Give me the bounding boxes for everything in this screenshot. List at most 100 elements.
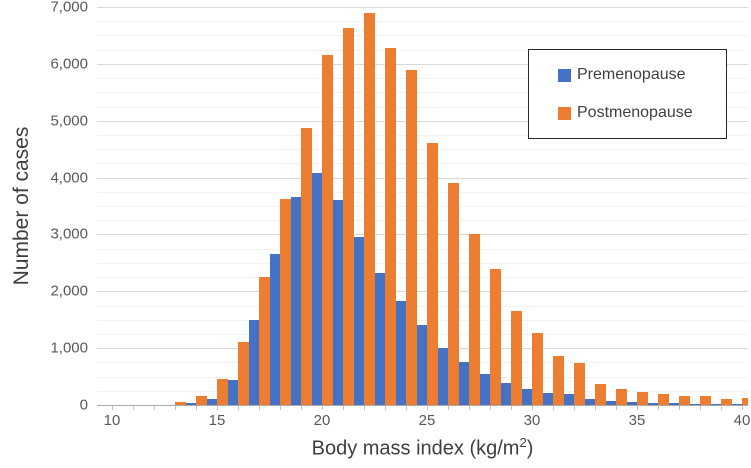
y-axis-label-1000: 1,000 [50, 339, 88, 357]
bar-postmenopause-bmi-27 [469, 234, 480, 405]
bar-premenopause-bmi-22 [353, 236, 364, 405]
bar-premenopause-bmi-26 [437, 347, 448, 405]
y-axis-label-2000: 2,000 [50, 282, 88, 300]
bar-premenopause-bmi-38 [689, 403, 700, 405]
gridline-minor-2500 [97, 262, 748, 264]
bar-postmenopause-bmi-24 [406, 70, 417, 405]
gridline-minor-3750 [97, 191, 748, 193]
legend-item-premenopause: Premenopause [558, 66, 726, 84]
x-tick-39 [721, 406, 722, 410]
x-tick-33 [595, 406, 596, 410]
bar-postmenopause-bmi-36 [658, 394, 669, 405]
bar-premenopause-bmi-15 [206, 399, 217, 405]
bar-postmenopause-bmi-39 [721, 398, 732, 405]
bar-postmenopause-bmi-23 [385, 47, 396, 405]
bar-premenopause-bmi-36 [647, 402, 658, 405]
bar-postmenopause-bmi-21 [343, 28, 354, 405]
x-tick-30 [532, 406, 533, 410]
gridline-minor-3500 [97, 206, 748, 207]
bar-postmenopause-bmi-38 [700, 396, 711, 405]
bar-postmenopause-bmi-14 [196, 396, 207, 405]
x-axis-title-text: Body mass index (kg/m [311, 437, 520, 460]
y-axis-label-7000: 7,000 [50, 0, 88, 16]
x-tick-14 [196, 406, 197, 410]
bar-postmenopause-bmi-40 [742, 397, 748, 405]
bar-premenopause-bmi-30 [521, 388, 532, 405]
bar-postmenopause-bmi-37 [679, 395, 690, 405]
x-tick-18 [280, 406, 281, 410]
x-tick-25 [427, 406, 428, 410]
bar-postmenopause-bmi-19 [301, 127, 312, 405]
plot-area [97, 7, 748, 406]
bar-postmenopause-bmi-28 [490, 269, 501, 405]
x-tick-34 [616, 406, 617, 410]
bar-premenopause-bmi-16 [227, 379, 238, 405]
x-tick-27 [469, 406, 470, 410]
x-axis-label-35: 35 [628, 412, 646, 429]
x-tick-28 [490, 406, 491, 410]
gridline-minor-6250 [97, 49, 748, 51]
gridline-major-3000 [97, 234, 748, 236]
x-tick-10 [112, 406, 113, 410]
x-tick-31 [553, 406, 554, 410]
gridline-minor-5750 [97, 78, 748, 80]
y-axis-labels: 0 1,000 2,000 3,000 4,000 5,000 6,000 7,000 [0, 0, 88, 468]
y-axis-label-3000: 3,000 [50, 225, 88, 243]
bar-postmenopause-bmi-16 [238, 342, 249, 405]
bar-premenopause-bmi-31 [542, 392, 553, 405]
x-tick-12 [154, 406, 155, 410]
bar-premenopause-bmi-33 [584, 399, 595, 405]
bar-premenopause-bmi-23 [374, 273, 385, 405]
bar-premenopause-bmi-29 [500, 382, 511, 405]
x-axis-label-25: 25 [418, 412, 436, 429]
gridline-minor-2750 [97, 248, 748, 250]
bar-postmenopause-bmi-13 [175, 402, 186, 405]
gridline-minor-5250 [97, 106, 748, 108]
bar-postmenopause-bmi-15 [217, 378, 228, 405]
gridline-minor-4250 [97, 163, 748, 165]
x-tick-37 [679, 406, 680, 410]
gridline-major-4000 [97, 177, 748, 179]
bar-postmenopause-bmi-20 [322, 55, 333, 405]
bar-premenopause-bmi-40 [731, 404, 742, 405]
bar-postmenopause-bmi-26 [448, 183, 459, 405]
y-axis-label-5000: 5,000 [50, 112, 88, 130]
bar-premenopause-bmi-34 [605, 401, 616, 405]
legend: Premenopause Postmenopause [528, 49, 727, 139]
x-axis-label-30: 30 [523, 412, 541, 429]
x-axis-title-suffix: ) [526, 437, 534, 460]
x-tick-23 [385, 406, 386, 410]
gridline-minor-4750 [97, 134, 748, 136]
x-tick-35 [637, 406, 638, 410]
x-tick-21 [343, 406, 344, 410]
gridline-major-7000 [97, 7, 748, 8]
x-tick-24 [406, 406, 407, 410]
gridline-minor-4500 [97, 149, 748, 151]
gridline-major-5000 [97, 120, 748, 122]
bar-postmenopause-bmi-18 [280, 199, 291, 405]
bar-postmenopause-bmi-17 [259, 277, 270, 405]
bar-premenopause-bmi-17 [248, 319, 259, 405]
x-tick-36 [658, 406, 659, 410]
bar-premenopause-bmi-21 [332, 200, 343, 405]
x-axis-label-10: 10 [103, 412, 121, 429]
x-axis-labels: 10 15 20 25 30 35 40 [97, 412, 751, 430]
x-tick-22 [364, 406, 365, 410]
gridline-major-6000 [97, 63, 748, 65]
gridline-minor-5500 [97, 92, 748, 94]
x-tick-13 [175, 406, 176, 410]
x-tick-19 [301, 406, 302, 410]
y-axis-label-4000: 4,000 [50, 169, 88, 187]
bar-premenopause-bmi-18 [269, 254, 280, 405]
x-tick-15 [217, 406, 218, 410]
x-tick-29 [511, 406, 512, 410]
x-tick-11 [133, 406, 134, 410]
x-tick-38 [700, 406, 701, 410]
gridline-minor-3250 [97, 220, 748, 222]
x-tick-17 [259, 406, 260, 410]
x-tick-32 [574, 406, 575, 410]
bar-postmenopause-bmi-25 [427, 143, 438, 405]
postmenopause-swatch-icon [558, 106, 571, 120]
gridline-major-2000 [97, 291, 748, 293]
bar-premenopause-bmi-35 [626, 401, 637, 405]
